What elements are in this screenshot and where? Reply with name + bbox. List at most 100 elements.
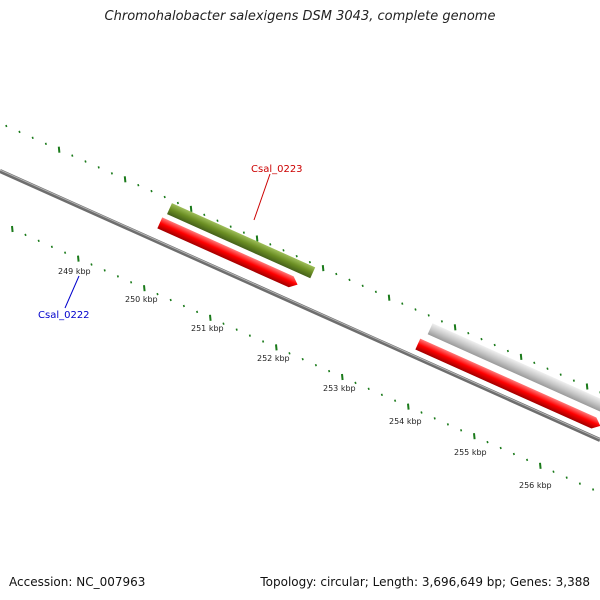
minor-tick-mark <box>348 278 351 282</box>
minor-tick-mark <box>506 349 509 353</box>
major-tick-mark <box>407 403 410 410</box>
csal-0223-leader <box>253 173 271 221</box>
minor-tick-mark <box>262 340 265 343</box>
minor-tick-mark <box>248 334 251 337</box>
minor-tick-mark <box>137 183 140 187</box>
minor-tick-mark <box>499 446 502 450</box>
minor-tick-mark <box>169 298 172 302</box>
minor-tick-mark <box>196 310 199 314</box>
inner-tick-row <box>11 225 595 491</box>
csal-0222-leader <box>64 275 80 309</box>
gene-label-csal-0222[interactable]: Csal_0222 <box>38 310 90 321</box>
minor-tick-mark <box>269 243 272 246</box>
minor-tick-mark <box>216 219 219 222</box>
major-tick-mark <box>209 314 212 321</box>
major-tick-mark <box>321 265 325 272</box>
tick-label: 255 kbp <box>454 448 487 457</box>
minor-tick-mark <box>446 423 449 426</box>
major-tick-mark <box>189 205 193 212</box>
genome-backbone <box>0 169 600 442</box>
minor-tick-mark <box>460 429 463 432</box>
minor-tick-mark <box>44 142 47 146</box>
accession-text: Accession: NC_007963 <box>9 575 146 589</box>
minor-tick-mark <box>84 160 87 163</box>
minor-tick-mark <box>533 361 536 365</box>
major-tick-mark <box>585 383 589 390</box>
minor-tick-mark <box>203 213 206 217</box>
minor-tick-mark <box>480 337 483 341</box>
minor-tick-mark <box>546 367 549 370</box>
tick-label: 251 kbp <box>191 324 224 333</box>
reverse-cds-feature-2[interactable] <box>415 338 600 432</box>
minor-tick-mark <box>433 417 436 420</box>
minor-tick-mark <box>71 154 74 157</box>
minor-tick-mark <box>552 470 555 473</box>
major-tick-mark <box>387 294 391 301</box>
tick-label: 250 kbp <box>125 295 158 304</box>
minor-tick-mark <box>295 254 298 258</box>
tick-label: 249 kbp <box>58 267 91 276</box>
minor-tick-mark <box>493 343 496 347</box>
minor-tick-mark <box>24 233 27 237</box>
minor-tick-mark <box>572 379 575 382</box>
minor-tick-mark <box>559 373 562 376</box>
minor-tick-mark <box>592 488 595 491</box>
genome-summary-text: Topology: circular; Length: 3,696,649 bp… <box>260 575 590 589</box>
major-tick-mark <box>77 255 80 262</box>
grey-feature[interactable] <box>427 323 600 412</box>
tick-label: 254 kbp <box>389 417 422 426</box>
minor-tick-mark <box>361 284 364 288</box>
major-tick-mark <box>473 433 476 440</box>
minor-tick-mark <box>103 269 106 272</box>
minor-tick-mark <box>64 251 67 254</box>
minor-tick-mark <box>374 290 377 294</box>
minor-tick-mark <box>90 263 93 266</box>
minor-tick-mark <box>5 124 8 128</box>
minor-tick-mark <box>182 304 185 308</box>
minor-tick-mark <box>414 308 417 311</box>
minor-tick-mark <box>328 369 331 373</box>
minor-tick-mark <box>578 482 581 485</box>
minor-tick-mark <box>380 393 383 397</box>
minor-tick-mark <box>50 245 53 249</box>
major-tick-mark <box>453 324 457 331</box>
minor-tick-mark <box>37 239 40 243</box>
tick-label: 256 kbp <box>519 481 552 490</box>
minor-tick-mark <box>420 411 423 414</box>
map-title: Chromohalobacter salexigens DSM 3043, co… <box>104 9 496 24</box>
minor-tick-mark <box>401 302 404 305</box>
minor-tick-mark <box>130 281 133 284</box>
reverse-cds-feature-1[interactable] <box>157 217 300 290</box>
major-tick-mark <box>57 146 61 153</box>
minor-tick-mark <box>156 292 159 296</box>
gene-label-csal-0223[interactable]: Csal_0223 <box>251 164 303 175</box>
minor-tick-mark <box>18 130 21 134</box>
major-tick-mark <box>539 462 542 469</box>
minor-tick-mark <box>97 166 100 169</box>
outer-tick-row <box>5 124 600 394</box>
minor-tick-mark <box>335 272 338 276</box>
major-tick-mark <box>519 353 523 360</box>
minor-tick-mark <box>565 476 568 479</box>
minor-tick-mark <box>163 195 166 199</box>
tick-label: 253 kbp <box>323 384 356 393</box>
minor-tick-mark <box>314 363 317 367</box>
minor-tick-mark <box>288 352 291 355</box>
minor-tick-mark <box>367 387 370 391</box>
gene-csal-0223[interactable] <box>167 203 316 279</box>
major-tick-mark <box>11 225 14 233</box>
minor-tick-mark <box>512 452 515 456</box>
minor-tick-mark <box>282 249 285 252</box>
minor-tick-mark <box>427 314 430 317</box>
minor-tick-mark <box>222 322 225 325</box>
minor-tick-mark <box>229 225 232 228</box>
minor-tick-mark <box>301 357 304 361</box>
minor-tick-mark <box>116 275 119 278</box>
minor-tick-mark <box>235 328 238 331</box>
minor-tick-mark <box>467 331 470 335</box>
minor-tick-mark <box>440 320 443 323</box>
tick-label: 252 kbp <box>257 354 290 363</box>
minor-tick-mark <box>242 231 245 234</box>
minor-tick-mark <box>354 381 357 385</box>
major-tick-mark <box>123 176 127 183</box>
